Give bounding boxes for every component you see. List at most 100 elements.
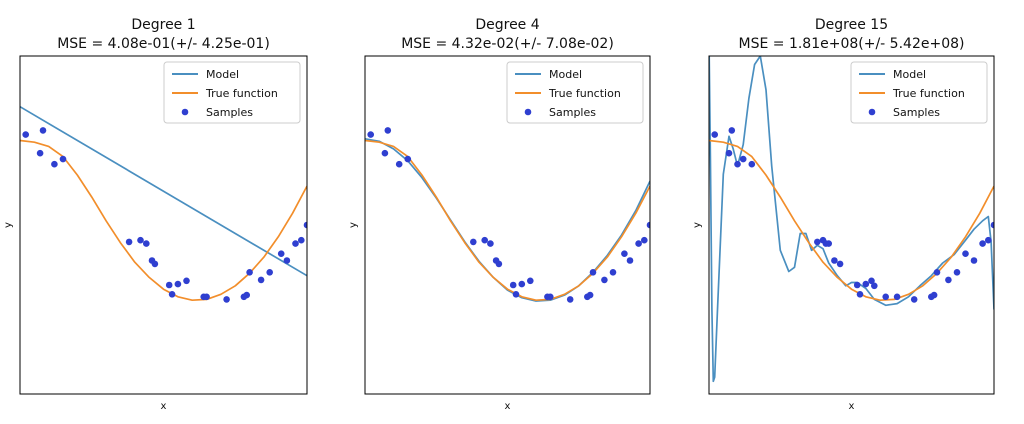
legend: Model True function Samples <box>506 61 644 124</box>
sample-point <box>985 236 992 244</box>
sample-point <box>518 280 526 288</box>
sample-point <box>39 127 47 134</box>
sample-point <box>395 160 403 168</box>
legend-label: True function <box>892 87 965 100</box>
sample-point <box>381 149 389 157</box>
model-line <box>365 137 650 302</box>
y-axis-label: y <box>348 222 359 228</box>
legend-label: Samples <box>549 106 596 119</box>
legend-label: Model <box>893 68 926 81</box>
legend-label: Samples <box>206 106 253 119</box>
sample-point <box>856 291 864 298</box>
sample-point <box>871 282 878 290</box>
sample-point <box>586 291 594 299</box>
sample-point <box>165 281 173 289</box>
subplot-3: Degree 15 MSE = 1.81e+08(+/- 5.42e+08) x y M… <box>692 17 995 412</box>
chart-subtitle: MSE = 4.08e-01(+/- 4.25e-01) <box>57 36 270 52</box>
sample-point <box>728 127 736 134</box>
sample-point <box>36 149 44 157</box>
true-function-line <box>365 139 650 302</box>
sample-point <box>266 269 274 276</box>
sample-point <box>277 250 285 257</box>
legend-label: Model <box>549 68 582 81</box>
sample-point <box>626 257 634 264</box>
sample-point <box>223 296 230 303</box>
plot-frame <box>364 55 651 395</box>
sample-point <box>882 293 889 301</box>
sample-point <box>836 260 844 268</box>
sample-point <box>930 291 938 299</box>
sample-point <box>748 160 756 168</box>
sample-point <box>646 221 650 229</box>
sample-point <box>711 131 718 138</box>
chart-subtitle: MSE = 1.81e+08(+/- 5.42e+08) <box>739 36 965 52</box>
sample-point <box>990 221 994 229</box>
sample-point <box>979 240 986 247</box>
sample-point <box>862 280 870 288</box>
x-axis-label: x <box>849 401 855 412</box>
sample-point <box>283 257 291 264</box>
model-line <box>20 105 307 277</box>
sample-point <box>51 160 58 168</box>
sample-point <box>257 276 265 284</box>
sample-point <box>868 277 875 285</box>
legend-box <box>850 61 988 124</box>
y-axis-label: y <box>692 222 703 228</box>
sample-point <box>151 260 159 268</box>
sample-point <box>635 240 642 247</box>
true-function-line <box>20 139 307 302</box>
sample-point <box>970 257 978 264</box>
sample-point <box>814 238 821 246</box>
sample-point <box>953 269 961 276</box>
sample-point <box>589 269 597 276</box>
sample-point <box>621 250 628 257</box>
legend-label: Samples <box>893 106 940 119</box>
sample-point <box>168 291 176 298</box>
plot-area <box>709 56 994 383</box>
sample-point <box>739 155 747 163</box>
x-axis-label: x <box>161 401 167 412</box>
sample-point <box>481 236 489 244</box>
legend: Model True function Samples <box>163 61 301 124</box>
sample-point <box>853 281 861 289</box>
sample-point <box>487 240 494 247</box>
sample-point <box>246 269 253 276</box>
true-function-line <box>709 139 994 302</box>
sample-point <box>203 293 210 301</box>
sample-point <box>609 269 617 276</box>
chart-subtitle: MSE = 4.32e-02(+/- 7.08e-02) <box>401 36 614 52</box>
sample-point <box>137 236 144 244</box>
legend-samples-swatch <box>524 108 532 116</box>
x-axis-label: x <box>505 401 511 412</box>
sample-point <box>601 276 608 284</box>
sample-point <box>183 277 190 285</box>
legend-samples-swatch <box>181 108 189 116</box>
y-axis-label: y <box>3 222 14 228</box>
subplot-1: Degree 1 MSE = 4.08e-01(+/- 4.25e-01) x y Mo… <box>3 17 308 412</box>
sample-point <box>910 296 918 303</box>
plot-area <box>20 105 307 303</box>
sample-point <box>303 221 307 229</box>
sample-point <box>831 257 838 264</box>
subplot-2: Degree 4 MSE = 4.32e-02(+/- 7.08e-02) x y Mo… <box>348 17 651 412</box>
legend-box <box>163 61 301 124</box>
model-line <box>709 56 994 383</box>
sample-point <box>174 280 182 288</box>
chart-title: Degree 4 <box>475 17 539 33</box>
sample-point <box>547 293 554 301</box>
chart-title: Degree 1 <box>131 17 195 33</box>
plot-frame <box>19 55 308 395</box>
sample-point <box>367 131 375 138</box>
sample-point <box>734 160 741 168</box>
sample-point <box>125 238 133 246</box>
sample-point <box>470 238 477 246</box>
sample-point <box>298 236 305 244</box>
legend-label: True function <box>548 87 621 100</box>
plot-frame <box>708 55 995 395</box>
sample-point <box>243 291 250 299</box>
sample-point <box>933 269 941 276</box>
sample-point <box>527 277 534 285</box>
sample-point <box>59 155 67 163</box>
sample-point <box>509 281 517 289</box>
sample-point <box>22 131 30 138</box>
